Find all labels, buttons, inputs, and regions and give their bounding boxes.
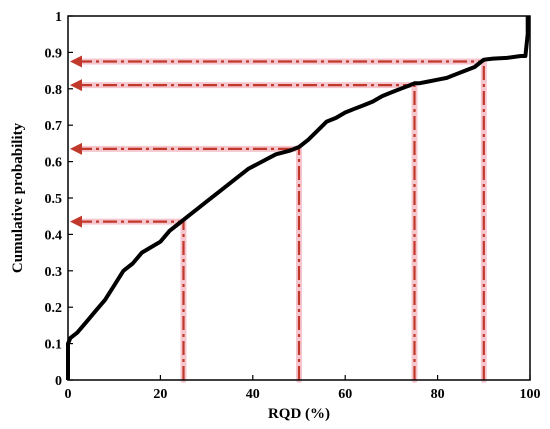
x-tick-label: 40	[246, 387, 260, 402]
y-tick-label: 0	[55, 374, 62, 389]
x-tick-label: 100	[520, 387, 541, 402]
y-axis-label: Cumulative probability	[10, 122, 26, 273]
y-tick-label: 0.2	[45, 301, 63, 316]
x-axis-label: RQD (%)	[268, 406, 330, 422]
annotation-arrowhead	[70, 215, 82, 228]
y-tick-label: 1	[55, 10, 62, 25]
y-tick-label: 0.5	[45, 192, 63, 207]
y-tick-label: 0.3	[45, 265, 63, 280]
y-tick-label: 0.1	[45, 338, 63, 353]
series-line	[66, 16, 530, 380]
x-tick-label: 80	[431, 387, 445, 402]
annotation-arrowhead	[70, 55, 82, 68]
x-tick-label: 60	[338, 387, 352, 402]
y-tick-label: 0.7	[45, 119, 63, 134]
annotation-arrowhead	[70, 79, 82, 92]
y-tick-label: 0.6	[45, 156, 63, 171]
annotation-lines	[70, 55, 487, 383]
y-axis: 0 0.1 0.2 0.3 0.4 0.5 0.6 0.7 0.8 0.9 1	[45, 10, 73, 389]
y-tick-label: 0.4	[45, 228, 63, 243]
annotation-arrowhead	[70, 142, 82, 155]
y-tick-label: 0.9	[45, 46, 63, 61]
x-tick-label: 0	[65, 387, 72, 402]
y-tick-label: 0.8	[45, 83, 63, 98]
x-tick-label: 20	[153, 387, 167, 402]
x-axis: 0 20 40 60 80 100	[65, 375, 541, 402]
